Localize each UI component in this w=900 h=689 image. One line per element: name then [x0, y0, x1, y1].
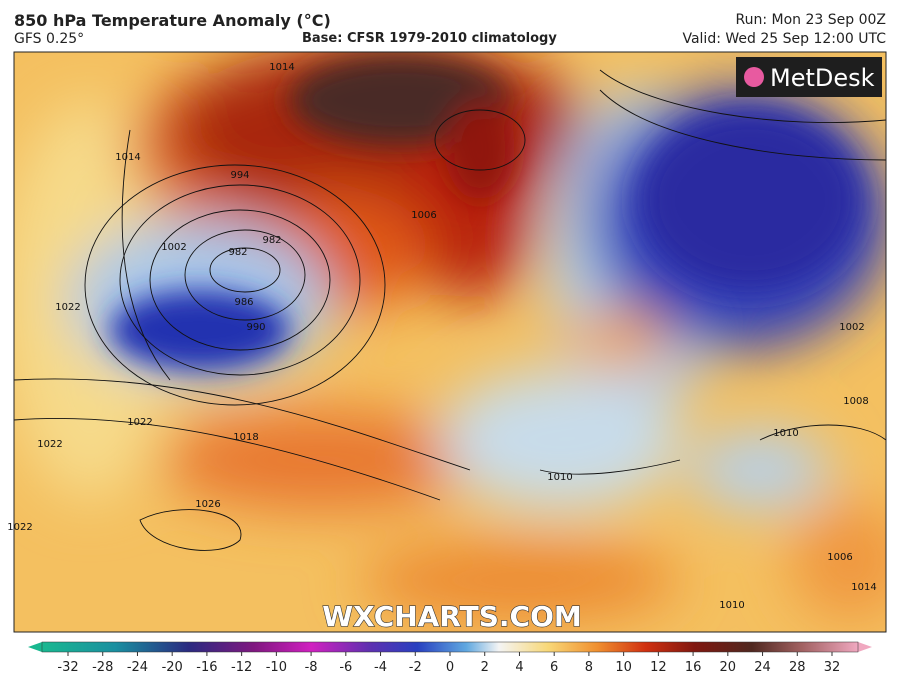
isobar-label: 1010: [719, 600, 744, 611]
isobar-label: 1010: [773, 428, 798, 439]
colorbar-tick-label: 2: [481, 660, 489, 675]
colorbar-tick-label: 28: [789, 660, 806, 675]
colorbar-tick-label: 32: [824, 660, 841, 675]
isobar-label: 994: [230, 170, 249, 181]
colorbar-tick-label: -20: [162, 660, 183, 675]
model: GFS 0.25°: [14, 31, 85, 47]
colorbar-tick-label: 12: [650, 660, 667, 675]
isobar-label: 1010: [547, 472, 572, 483]
isobar-label: 1014: [269, 62, 294, 73]
colorbar-tick-label: -4: [374, 660, 387, 675]
title: 850 hPa Temperature Anomaly (°C): [14, 11, 331, 30]
colorbar-tick-label: 16: [685, 660, 702, 675]
colorbar-tick-label: 6: [550, 660, 558, 675]
isobar-label: 1022: [127, 417, 152, 428]
valid: Valid: Wed 25 Sep 12:00 UTC: [682, 31, 886, 47]
isobar-label: 1002: [839, 322, 864, 333]
isobars: [14, 69, 886, 551]
colorbar-tick-label: 8: [585, 660, 593, 675]
colorbar-tick-label: -6: [339, 660, 352, 675]
colorbar-tick-label: 4: [515, 660, 523, 675]
colorbar-tick-label: -28: [92, 660, 113, 675]
base: Base: CFSR 1979-2010 climatology: [302, 31, 557, 46]
colorbar-tick-label: -10: [266, 660, 287, 675]
run: Run: Mon 23 Sep 00Z: [735, 12, 887, 28]
colorbar-tick-label: -32: [57, 660, 78, 675]
isobar-label: 990: [246, 322, 265, 333]
isobar-label: 1018: [233, 432, 258, 443]
colorbar-tick-label: 0: [446, 660, 454, 675]
isobar-label: 1014: [115, 152, 140, 163]
colorbar-tick-label: -12: [231, 660, 252, 675]
logo: MetDesk: [770, 64, 875, 92]
colorbar-tick-label: -24: [127, 660, 148, 675]
isobar-label: 1002: [161, 242, 186, 253]
colorbar-tick-label: 24: [754, 660, 771, 675]
watermark: WXCHARTS.COM: [322, 600, 582, 633]
anomaly-field: [14, 52, 886, 632]
isobar-label: 1022: [37, 439, 62, 450]
colorbar-tick-label: 20: [720, 660, 737, 675]
isobar-label: 1006: [827, 552, 852, 563]
colorbar: [41, 641, 859, 653]
isobar-label: 982: [262, 235, 281, 246]
colorbar-tick-label: -16: [196, 660, 217, 675]
isobar-label: 1022: [7, 522, 32, 533]
isobar-label: 1006: [411, 210, 436, 221]
colorbar-tick-label: -2: [409, 660, 422, 675]
isobar-label: 982: [228, 247, 247, 258]
isobar-label: 1026: [195, 499, 220, 510]
colorbar-tick-label: 10: [615, 660, 632, 675]
isobar-label: 986: [234, 297, 253, 308]
isobar-label: 1014: [851, 582, 876, 593]
colorbar-tick-label: -8: [305, 660, 318, 675]
isobar-label: 1008: [843, 396, 868, 407]
isobar-label: 1022: [55, 302, 80, 313]
